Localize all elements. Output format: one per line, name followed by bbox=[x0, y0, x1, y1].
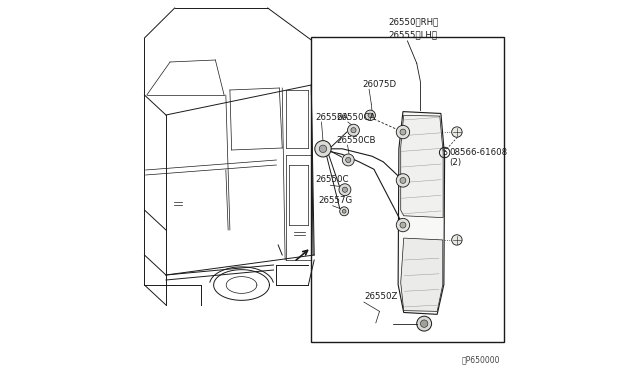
Circle shape bbox=[348, 124, 360, 136]
Circle shape bbox=[452, 127, 462, 137]
Text: 26550〈RH〉: 26550〈RH〉 bbox=[389, 17, 439, 26]
Bar bbox=[310, 37, 504, 342]
Text: (2): (2) bbox=[449, 158, 461, 167]
Text: 08566-61608: 08566-61608 bbox=[449, 148, 508, 157]
Circle shape bbox=[351, 128, 356, 133]
Circle shape bbox=[342, 187, 348, 192]
Circle shape bbox=[342, 154, 354, 166]
Text: 26550C: 26550C bbox=[315, 175, 349, 184]
Circle shape bbox=[346, 157, 351, 163]
Text: 26557G: 26557G bbox=[318, 196, 353, 205]
Text: 26075D: 26075D bbox=[362, 80, 397, 89]
Circle shape bbox=[342, 209, 346, 213]
Circle shape bbox=[315, 141, 331, 157]
Circle shape bbox=[400, 129, 406, 135]
Text: 26550CB: 26550CB bbox=[337, 136, 376, 145]
Circle shape bbox=[396, 218, 410, 232]
Circle shape bbox=[365, 110, 376, 121]
Circle shape bbox=[339, 184, 351, 196]
Polygon shape bbox=[398, 112, 445, 314]
Circle shape bbox=[400, 177, 406, 183]
Circle shape bbox=[396, 125, 410, 139]
Text: 。P650000: 。P650000 bbox=[462, 356, 500, 365]
Circle shape bbox=[340, 207, 349, 216]
Circle shape bbox=[452, 235, 462, 245]
Circle shape bbox=[396, 174, 410, 187]
Polygon shape bbox=[401, 238, 443, 311]
Circle shape bbox=[400, 222, 406, 228]
Text: S: S bbox=[442, 148, 447, 157]
Circle shape bbox=[319, 145, 326, 153]
Text: 26555〈LH〉: 26555〈LH〉 bbox=[389, 31, 438, 40]
Circle shape bbox=[417, 316, 431, 331]
Circle shape bbox=[368, 113, 372, 118]
Text: 26550CA: 26550CA bbox=[337, 113, 376, 122]
Text: 26550Z: 26550Z bbox=[364, 292, 397, 301]
Circle shape bbox=[420, 320, 428, 327]
Text: 26556A: 26556A bbox=[315, 113, 349, 122]
Polygon shape bbox=[401, 115, 443, 218]
